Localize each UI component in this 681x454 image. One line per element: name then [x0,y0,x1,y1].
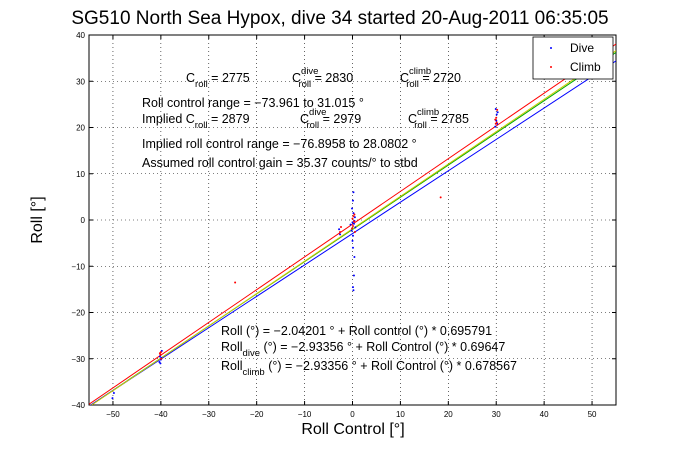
annotation-implied-c-climb: Cclimb roll = 2785 [408,107,469,131]
fit_climb-line [89,60,616,405]
dive-point [351,199,354,202]
climb-point [439,196,442,199]
dive-point [352,289,355,292]
annotation-gain: Assumed roll control gain = 35.37 counts… [142,156,418,170]
dive-point [353,216,356,219]
y-tick-label: 40 [76,31,85,40]
climb-point [340,225,343,228]
climb-point [351,217,354,220]
annotation-fit-climb: Rollclimb (°) = −2.93356 ° + Roll Contro… [221,359,517,378]
annotation-range: Roll control range = −73.961 to 31.015 ° [142,96,364,110]
dive-point [338,228,341,231]
y-tick-label: 10 [76,170,85,179]
dive-point [351,246,354,249]
x-tick-label: 10 [396,410,405,419]
legend-box [532,36,614,80]
legend: Dive Climb [532,36,614,80]
x-tick-label: 40 [540,410,549,419]
annotation-c-climb: Cclimb roll = 2720 [400,66,461,90]
y-tick-label: −40 [71,401,85,410]
x-tick-label: 0 [350,410,355,419]
climb-point [353,231,356,234]
climb-point [494,118,497,121]
climb-point [234,281,237,284]
climb-point [352,215,355,218]
dive-point [158,355,161,358]
x-tick-label: 30 [492,410,501,419]
annotation-c-dive: Cdive roll = 2830 [292,66,353,90]
dive-point [351,234,354,237]
dive-point [351,286,354,289]
y-tick-label: −20 [71,309,85,318]
y-tick-label: 20 [76,124,85,133]
dive-point [339,233,342,236]
dive-point [351,239,354,242]
legend-climb-label: Climb [570,60,601,74]
x-axis-label: Roll Control [°] [301,421,404,438]
data-points [111,108,499,400]
fit_dive-line [89,43,616,405]
y-tick-label: 0 [81,216,86,225]
dive-point [112,391,115,394]
annotation-implied-c: Implied Croll = 2879 [142,112,250,131]
dive-point [496,111,499,114]
annotation-fit-dive: Rolldive (°) = −2.93356 ° + Roll Control… [221,340,505,359]
annotation-implied-c-dive: Cdive roll = 2979 [300,107,361,131]
dive-point [494,108,497,110]
dive-point [111,397,114,400]
dive-point [495,113,498,116]
dive-point [351,207,354,210]
legend-climb-marker [550,66,552,68]
climb-point [158,352,161,355]
climb-point [351,225,354,228]
y-tick-label: −10 [71,262,85,271]
dive-point [354,226,357,229]
climb-point [352,220,355,223]
climb-point [160,357,163,360]
dive-point [350,229,353,232]
climb-point [339,231,342,234]
dive-point [351,221,354,224]
annotation-c-roll: Croll = 2775 [186,71,250,90]
climb-point [353,213,356,216]
grid [89,34,616,406]
dive-point [353,256,356,258]
climb-point [495,121,498,124]
climb-point [496,108,499,111]
x-tick-label: −10 [298,410,312,419]
y-tick-label: −30 [71,355,85,364]
annotation-fit-all: Roll (°) = −2.04201 ° + Roll control (°)… [221,324,492,338]
axis-ticks: −50 −40 −30 −20 −10 0 10 20 30 40 50 −40 −30 −20 −10 0 1… [71,31,616,419]
annotation-implied-range: Implied roll control range = −76.8958 to… [142,137,417,151]
climb-point [495,116,498,119]
chart-title: SG510 North Sea Hypox, dive 34 started 2… [71,8,608,29]
dive-point [349,223,352,226]
legend-dive-label: Dive [570,41,594,55]
legend-dive-marker [550,47,552,49]
dive-point [158,360,161,363]
y-tick-label: 30 [76,77,85,86]
x-tick-label: −40 [154,410,168,419]
x-tick-label: 50 [588,410,597,419]
x-tick-label: 20 [444,410,453,419]
x-tick-label: −30 [202,410,216,419]
y-axis-label: Roll [°] [29,196,46,243]
dive-point [352,274,355,277]
climb-point [351,227,354,230]
x-tick-label: −50 [106,410,120,419]
dive-point [352,222,355,225]
dive-point [494,125,497,128]
x-tick-label: −20 [250,410,264,419]
dive-point [352,191,355,194]
